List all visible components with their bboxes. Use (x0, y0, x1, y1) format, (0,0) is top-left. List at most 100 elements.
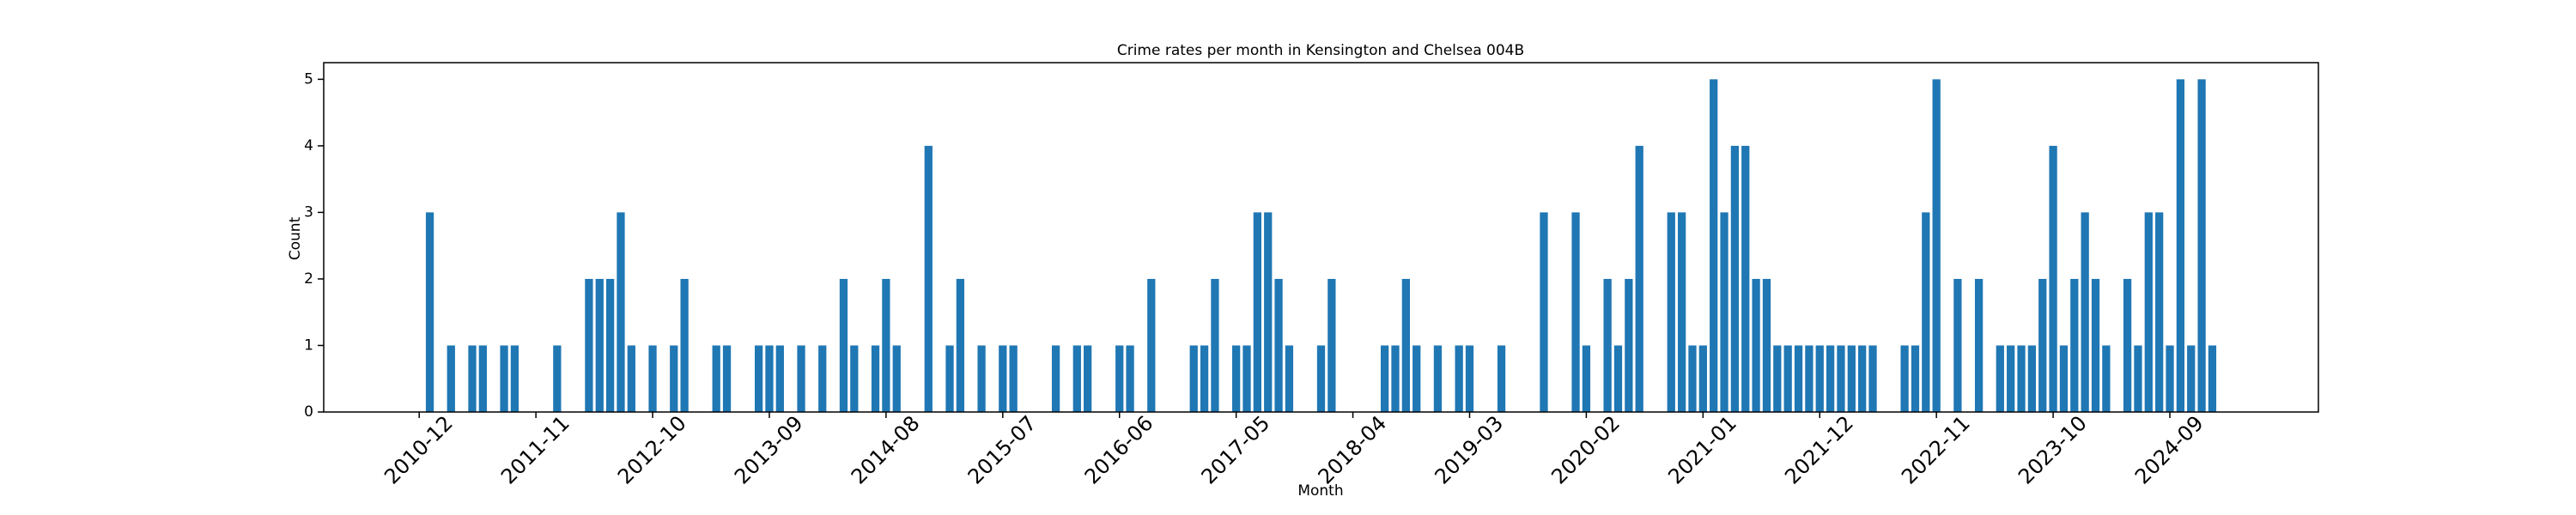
bar (2144, 212, 2153, 412)
bar (1211, 278, 1219, 412)
bar (1274, 278, 1283, 412)
bar (977, 345, 986, 412)
bar (1794, 345, 1803, 412)
y-tick-label: 0 (304, 403, 313, 421)
bar (1773, 345, 1782, 412)
x-tick-label: 2021-12 (1780, 411, 1858, 489)
bar (500, 345, 508, 412)
bar (1911, 345, 1920, 412)
bar (1741, 145, 1750, 412)
bar (1730, 145, 1740, 412)
bar (1540, 212, 1548, 412)
bar (2027, 345, 2037, 412)
bar (1752, 278, 1760, 412)
bar (1147, 278, 1156, 412)
bar (1381, 345, 1389, 412)
bar (1200, 345, 1209, 412)
bar (1688, 345, 1697, 412)
bar (1974, 278, 1984, 412)
bar (1232, 345, 1241, 412)
bar (648, 345, 657, 412)
bar (765, 345, 774, 412)
bar (1189, 345, 1198, 412)
bar (1582, 345, 1591, 412)
bar (447, 345, 455, 412)
y-tick-label: 4 (304, 137, 313, 154)
x-tick-label: 2012-10 (613, 411, 691, 489)
bar (1084, 345, 1092, 412)
bar (1455, 345, 1463, 412)
bar (999, 345, 1007, 412)
bar (956, 278, 965, 412)
x-tick-label: 2015-07 (963, 411, 1042, 489)
bar (871, 345, 880, 412)
bar (1413, 345, 1421, 412)
bar (2134, 345, 2142, 412)
bar (1316, 345, 1326, 412)
bar (2197, 79, 2206, 412)
bar (510, 345, 519, 412)
bar (585, 278, 593, 412)
bar (2049, 145, 2057, 412)
bar (680, 278, 689, 412)
bar (775, 345, 784, 412)
bar (595, 278, 604, 412)
bar (1242, 345, 1251, 412)
bar (1603, 278, 1612, 412)
y-tick-label: 2 (304, 270, 313, 288)
bar (1571, 212, 1580, 412)
bar (1051, 345, 1060, 412)
bar (945, 345, 954, 412)
bar (2176, 79, 2185, 412)
bar (712, 345, 720, 412)
x-tick-label: 2010-12 (380, 411, 458, 489)
plot-frame (323, 62, 2319, 413)
y-tick-label: 5 (304, 70, 313, 88)
bar (2007, 345, 2015, 412)
bar (1625, 278, 1633, 412)
bar (553, 345, 562, 412)
bar (2187, 345, 2196, 412)
x-tick-label: 2017-05 (1197, 411, 1275, 489)
bar (1115, 345, 1124, 412)
bar (1391, 345, 1400, 412)
bar (797, 345, 805, 412)
x-tick-label: 2021-01 (1663, 411, 1741, 489)
bar (1264, 212, 1273, 412)
bar (425, 212, 434, 412)
x-tick-label: 2013-09 (730, 411, 808, 489)
bar (2059, 345, 2069, 412)
x-tick-label: 2014-08 (847, 411, 925, 489)
bar (1126, 345, 1134, 412)
bar (754, 345, 763, 412)
bar (1858, 345, 1867, 412)
bar (617, 212, 625, 412)
bar (839, 278, 848, 412)
bar (1698, 345, 1707, 412)
bar (2091, 278, 2100, 412)
bar (478, 345, 487, 412)
bar (2102, 345, 2111, 412)
y-axis-label: Count (287, 216, 304, 260)
bar (1497, 345, 1506, 412)
bar (1815, 345, 1824, 412)
bar (2017, 345, 2026, 412)
bar (924, 145, 933, 412)
x-tick-label: 2023-10 (2014, 411, 2092, 489)
bar (2155, 212, 2164, 412)
bar (1868, 345, 1877, 412)
bar (1327, 278, 1336, 412)
x-tick-label: 2020-02 (1546, 411, 1625, 489)
bar (2081, 212, 2089, 412)
bar (1900, 345, 1909, 412)
bar (1922, 212, 1930, 412)
bar (1720, 212, 1728, 412)
chart-title: Crime rates per month in Kensington and … (1117, 42, 1524, 59)
bar (2038, 278, 2047, 412)
bar (1465, 345, 1474, 412)
bar (1667, 212, 1675, 412)
x-tick-label: 2016-06 (1080, 411, 1158, 489)
x-tick-label: 2022-11 (1897, 411, 1975, 489)
bar (882, 278, 890, 412)
